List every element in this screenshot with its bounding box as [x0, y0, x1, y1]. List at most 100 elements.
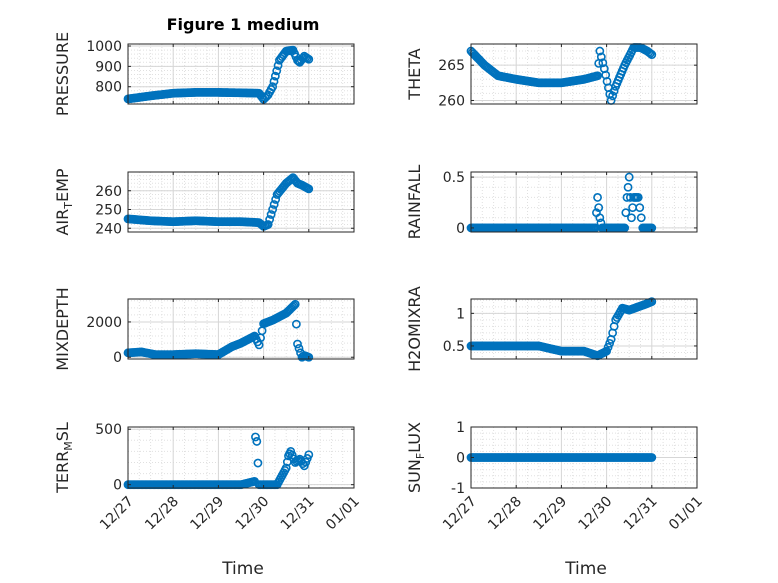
- data-point: [268, 82, 278, 92]
- x-tick-label: 01/01: [666, 494, 706, 534]
- data-point: [304, 450, 314, 460]
- x-tick-label: 01/01: [323, 494, 363, 534]
- x-tick-label: 12/27: [97, 494, 137, 534]
- y-tick-label: -1: [451, 481, 465, 497]
- y-tick-label: 1000: [86, 39, 122, 55]
- data-point: [636, 213, 646, 223]
- data-point: [304, 184, 314, 194]
- subplot-rainfall: 0 0.5 RAINFALL: [405, 165, 698, 240]
- y-axis-label: SUNFLUX: [405, 422, 427, 493]
- y-tick-label: 260: [438, 93, 465, 109]
- data-point: [270, 71, 280, 81]
- data-point: [257, 326, 267, 336]
- data-point: [595, 46, 605, 56]
- data-point: [645, 49, 655, 58]
- data-point: [281, 463, 291, 473]
- data-point: [293, 339, 302, 349]
- y-axis-label: RAINFALL: [405, 165, 424, 240]
- y-tick-label: 0.5: [443, 170, 465, 186]
- data-point: [647, 50, 657, 59]
- data-point: [624, 172, 634, 182]
- y-axis-label: TERRMSL: [53, 422, 75, 494]
- y-tick-label: 0: [113, 478, 122, 494]
- y-tick-label: 265: [438, 58, 465, 74]
- data-point: [595, 213, 605, 223]
- data-point: [253, 458, 263, 468]
- axes-box: [127, 298, 355, 360]
- x-tick-label: 12/30: [576, 494, 616, 534]
- y-tick-label: 260: [95, 184, 122, 200]
- x-axis-label-right: Time: [564, 559, 607, 579]
- data-point: [269, 200, 279, 209]
- y-tick-label: 1: [456, 420, 465, 436]
- x-tick-label: 12/28: [142, 494, 182, 534]
- data-point: [609, 86, 619, 96]
- axes-box: [470, 298, 698, 360]
- y-tick-label: 0.5: [443, 339, 465, 355]
- data-point: [290, 299, 300, 309]
- data-point: [304, 352, 314, 362]
- data-point: [593, 71, 602, 81]
- data-point: [252, 437, 262, 446]
- data-point: [265, 215, 275, 224]
- subplot-theta: 260 265 THETA: [405, 43, 698, 109]
- subplot-h2omixra: 0.5 1 H2OMIXRA: [405, 286, 698, 372]
- x-axis-label-left: Time: [221, 559, 264, 579]
- data-point: [603, 342, 613, 352]
- y-tick-label: 0: [456, 451, 465, 467]
- data-point: [594, 203, 604, 212]
- data-point: [608, 91, 618, 101]
- y-tick-label: 250: [95, 203, 122, 219]
- data-point: [273, 61, 283, 70]
- y-tick-label: 240: [95, 221, 122, 237]
- data-point: [268, 205, 278, 214]
- data-point: [294, 344, 304, 353]
- data-point: [621, 208, 631, 218]
- axes-box: [470, 171, 698, 233]
- x-tick-label: 12/31: [278, 494, 318, 534]
- data-point: [293, 55, 302, 65]
- data-point: [633, 193, 643, 202]
- data-point: [304, 54, 314, 64]
- subplot-sun_flux: -1 0 1 12/27 12/28 12/29 12/30 12/31 01/01 SUNFLU…: [405, 420, 706, 533]
- axes-box: [470, 43, 698, 105]
- figure-title: Figure 1 medium: [167, 15, 320, 34]
- y-tick-label: 900: [95, 59, 122, 75]
- y-tick-label: 2000: [86, 315, 122, 331]
- x-tick-label: 12/29: [530, 494, 570, 534]
- y-axis-label: H2OMIXRA: [405, 286, 424, 372]
- y-tick-label: 0: [456, 221, 465, 237]
- y-tick-label: 1: [456, 306, 465, 322]
- data-point: [605, 338, 615, 348]
- x-tick-label: 12/30: [233, 494, 273, 534]
- y-tick-label: 0: [113, 350, 122, 366]
- x-tick-label: 12/29: [187, 494, 227, 534]
- y-axis-label: PRESSURE: [53, 32, 72, 116]
- subplot-air_temp: 240 250 260 AIRTEMP: [53, 168, 355, 237]
- data-point: [623, 182, 633, 192]
- data-point: [251, 432, 260, 442]
- y-axis-label: MIXDEPTH: [53, 287, 72, 370]
- axes-box: [127, 426, 355, 489]
- y-tick-label: 800: [95, 80, 122, 96]
- subplot-terr_msl: 0 500 12/27 12/28 12/29 12/30 12/31 01/01 TERRMS…: [53, 422, 363, 533]
- x-tick-label: 12/27: [440, 494, 480, 534]
- x-tick-label: 12/31: [621, 494, 661, 534]
- data-point: [291, 319, 301, 329]
- axes-box: [127, 43, 355, 105]
- subplot-pressure: 800 900 1000 PRESSURE: [53, 32, 355, 116]
- data-point: [647, 453, 657, 462]
- data-point: [635, 203, 645, 212]
- y-tick-label: 500: [95, 422, 122, 438]
- axes-box: [127, 171, 355, 233]
- data-point: [289, 301, 299, 310]
- data-point: [272, 66, 282, 76]
- data-point: [596, 52, 606, 62]
- data-point: [288, 302, 298, 312]
- data-point: [602, 346, 611, 356]
- subplot-mixdepth: 0 2000 MIXDEPTH: [53, 287, 355, 371]
- x-tick-label: 12/28: [485, 494, 525, 534]
- data-point: [627, 213, 636, 223]
